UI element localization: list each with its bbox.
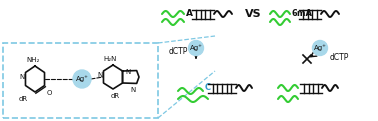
Text: 6mA: 6mA [292,10,313,19]
Circle shape [313,41,327,56]
Text: Ag⁺: Ag⁺ [76,76,88,82]
Circle shape [73,70,91,88]
Text: N: N [19,74,25,80]
Text: NH₂: NH₂ [26,57,40,63]
Text: dCTP: dCTP [169,46,188,56]
Text: N: N [98,72,102,78]
Text: Ag⁺: Ag⁺ [189,45,203,51]
Text: C: C [205,83,211,92]
Text: Ag⁺: Ag⁺ [314,45,327,51]
Text: N: N [130,87,136,93]
Text: N: N [125,69,130,75]
Text: VS: VS [245,9,261,19]
Circle shape [189,41,203,56]
Text: dR: dR [110,93,119,99]
Text: H₂N: H₂N [103,56,117,62]
Text: dCTP: dCTP [330,53,349,63]
Text: A: A [186,10,193,19]
Text: O: O [47,90,53,96]
Text: dR: dR [19,96,28,102]
